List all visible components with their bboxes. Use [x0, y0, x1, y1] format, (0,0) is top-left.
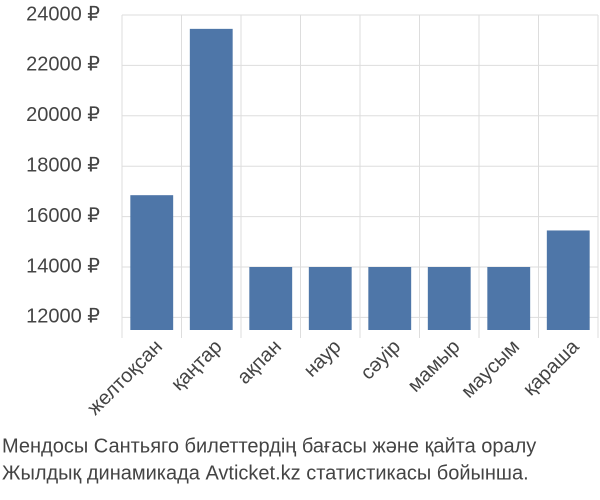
y-tick-label: 24000 ₽ [26, 3, 100, 25]
x-tick-label: мамыр [404, 336, 465, 397]
bar [546, 230, 590, 330]
bar [249, 267, 293, 330]
bar [130, 195, 174, 330]
x-tick-label: сәуір [356, 336, 405, 385]
y-tick-label: 14000 ₽ [26, 255, 100, 277]
x-tick-label: қараша [519, 335, 584, 400]
x-tick-label: қаңтар [167, 336, 226, 395]
bar [487, 267, 531, 330]
bar [308, 267, 352, 330]
x-tick-label: ақпан [233, 336, 286, 389]
y-tick-label: 18000 ₽ [26, 154, 100, 176]
bar [368, 267, 412, 330]
caption: Жылдық динамикада Avticket.kz статистика… [2, 462, 529, 484]
x-tick-label: желтоқсан [83, 336, 167, 420]
x-tick-label: маусым [457, 336, 524, 403]
bar [427, 267, 471, 330]
y-tick-label: 12000 ₽ [26, 306, 100, 328]
x-tick-label: наур [300, 336, 346, 382]
caption: Мендосы Сантьяго билеттердің бағасы және… [2, 435, 536, 457]
bar [189, 28, 233, 331]
y-tick-label: 16000 ₽ [26, 205, 100, 227]
y-tick-label: 22000 ₽ [26, 54, 100, 76]
y-tick-label: 20000 ₽ [26, 104, 100, 126]
